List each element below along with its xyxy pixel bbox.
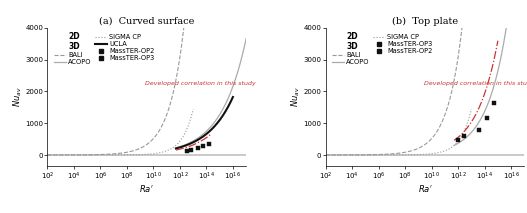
Point [483,117,491,120]
Point [193,146,202,149]
Point [199,144,207,147]
Legend: 2D, 3D, BALI, ACOPO, SIGMA CP, MassTER-OP3, MassTER-OP2, : 2D, 3D, BALI, ACOPO, SIGMA CP, MassTER-O… [331,31,434,67]
Point [490,101,498,105]
Point [187,148,196,151]
X-axis label: $Ra'$: $Ra'$ [139,183,154,194]
Y-axis label: $Nu_{av}$: $Nu_{av}$ [12,86,24,107]
Point [475,128,484,132]
Point [460,134,469,137]
Title: (b)  Top plate: (b) Top plate [392,16,458,26]
Text: Developed correlation in this study: Developed correlation in this study [145,81,256,86]
Y-axis label: $Nu_{av}$: $Nu_{av}$ [290,86,302,107]
X-axis label: $Ra'$: $Ra'$ [417,183,433,194]
Legend: 2D, 3D, BALI, ACOPO, SIGMA CP, UCLA, MassTER-OP2, MassTER-OP3: 2D, 3D, BALI, ACOPO, SIGMA CP, UCLA, Mas… [53,31,155,67]
Title: (a)  Curved surface: (a) Curved surface [99,17,194,26]
Point [183,149,191,153]
Point [205,142,213,145]
Text: Developed correlation in this study: Developed correlation in this study [424,81,527,86]
Point [453,138,462,142]
